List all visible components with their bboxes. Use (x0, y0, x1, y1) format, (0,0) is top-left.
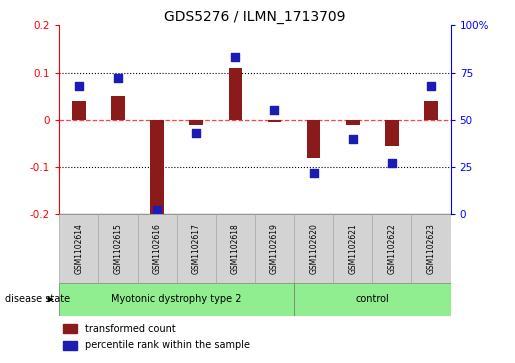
Bar (333, 214, 372, 283)
Point (310, 170, 318, 176)
Bar (294, 214, 333, 283)
Text: GSM1102615: GSM1102615 (113, 223, 123, 274)
Text: GSM1102621: GSM1102621 (348, 223, 357, 274)
Point (231, 54, 239, 60)
Point (153, 208, 161, 213)
Bar (98, 214, 138, 283)
Point (388, 160, 396, 166)
Text: Myotonic dystrophy type 2: Myotonic dystrophy type 2 (111, 294, 242, 305)
Bar (216, 214, 255, 283)
Bar (63, 341, 77, 350)
Text: GSM1102623: GSM1102623 (426, 223, 436, 274)
Point (192, 130, 200, 136)
Text: transformed count: transformed count (84, 324, 176, 334)
Bar (307, 120, 320, 158)
Text: percentile rank within the sample: percentile rank within the sample (84, 340, 250, 350)
Bar (424, 101, 438, 120)
Point (349, 136, 357, 142)
Bar (111, 96, 125, 120)
Bar (255, 214, 294, 283)
Text: GSM1102619: GSM1102619 (270, 223, 279, 274)
Bar (59, 214, 98, 283)
Text: GSM1102617: GSM1102617 (192, 223, 201, 274)
Bar (63, 324, 77, 333)
Bar (346, 120, 359, 125)
Bar (177, 214, 216, 283)
Bar (229, 68, 242, 120)
Bar (138, 214, 177, 283)
Text: GSM1102620: GSM1102620 (309, 223, 318, 274)
Bar (411, 214, 451, 283)
Text: GSM1102614: GSM1102614 (74, 223, 83, 274)
Title: GDS5276 / ILMN_1713709: GDS5276 / ILMN_1713709 (164, 11, 346, 24)
Text: control: control (355, 294, 389, 305)
Text: GSM1102622: GSM1102622 (387, 223, 397, 274)
Text: GSM1102616: GSM1102616 (152, 223, 162, 274)
Bar (294, 283, 451, 316)
Bar (72, 101, 85, 120)
Bar (59, 283, 294, 316)
Bar (150, 120, 164, 221)
Bar (190, 120, 203, 125)
Bar (372, 214, 411, 283)
Point (75, 83, 83, 89)
Point (114, 76, 122, 81)
Point (427, 83, 435, 89)
Bar (268, 120, 281, 122)
Text: disease state: disease state (5, 294, 70, 305)
Point (270, 107, 279, 113)
Text: GSM1102618: GSM1102618 (231, 223, 240, 274)
Bar (385, 120, 399, 146)
